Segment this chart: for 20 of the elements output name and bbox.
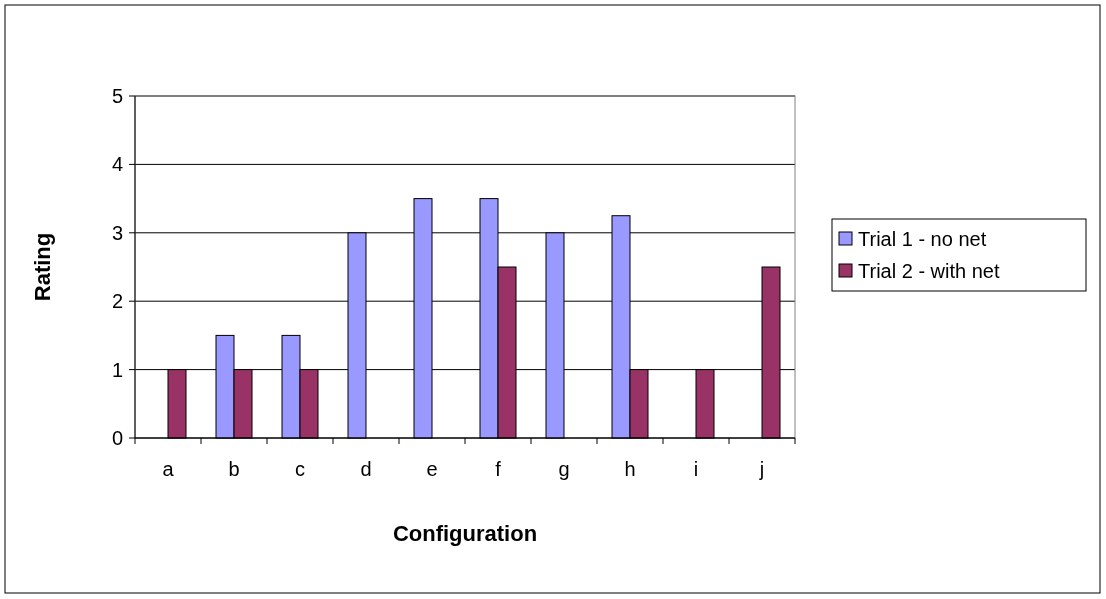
x-tick-label: f [495, 458, 502, 480]
y-tick-label: 0 [111, 427, 123, 449]
x-tick-label: e [426, 458, 438, 480]
x-tick-label: c [295, 458, 305, 480]
legend-label: Trial 2 - with net [858, 260, 1000, 282]
x-tick-label: b [228, 458, 240, 480]
y-tick-label: 3 [111, 221, 123, 244]
x-tick-label: i [693, 458, 699, 480]
y-tick-label: 5 [111, 85, 123, 107]
x-tick-label: j [758, 458, 765, 480]
y-tick-label: 4 [111, 153, 123, 176]
y-tick-label: 2 [111, 290, 123, 313]
x-tick-label: h [624, 458, 636, 480]
x-tick-label: d [360, 458, 372, 480]
legend-label: Trial 1 - no net [858, 228, 987, 250]
x-tick-label: g [558, 458, 570, 480]
x-tick-label: a [162, 458, 175, 480]
y-tick-label: 1 [111, 358, 123, 381]
x-axis-title: Configuration [392, 521, 538, 546]
y-axis-title: Rating [30, 232, 55, 302]
